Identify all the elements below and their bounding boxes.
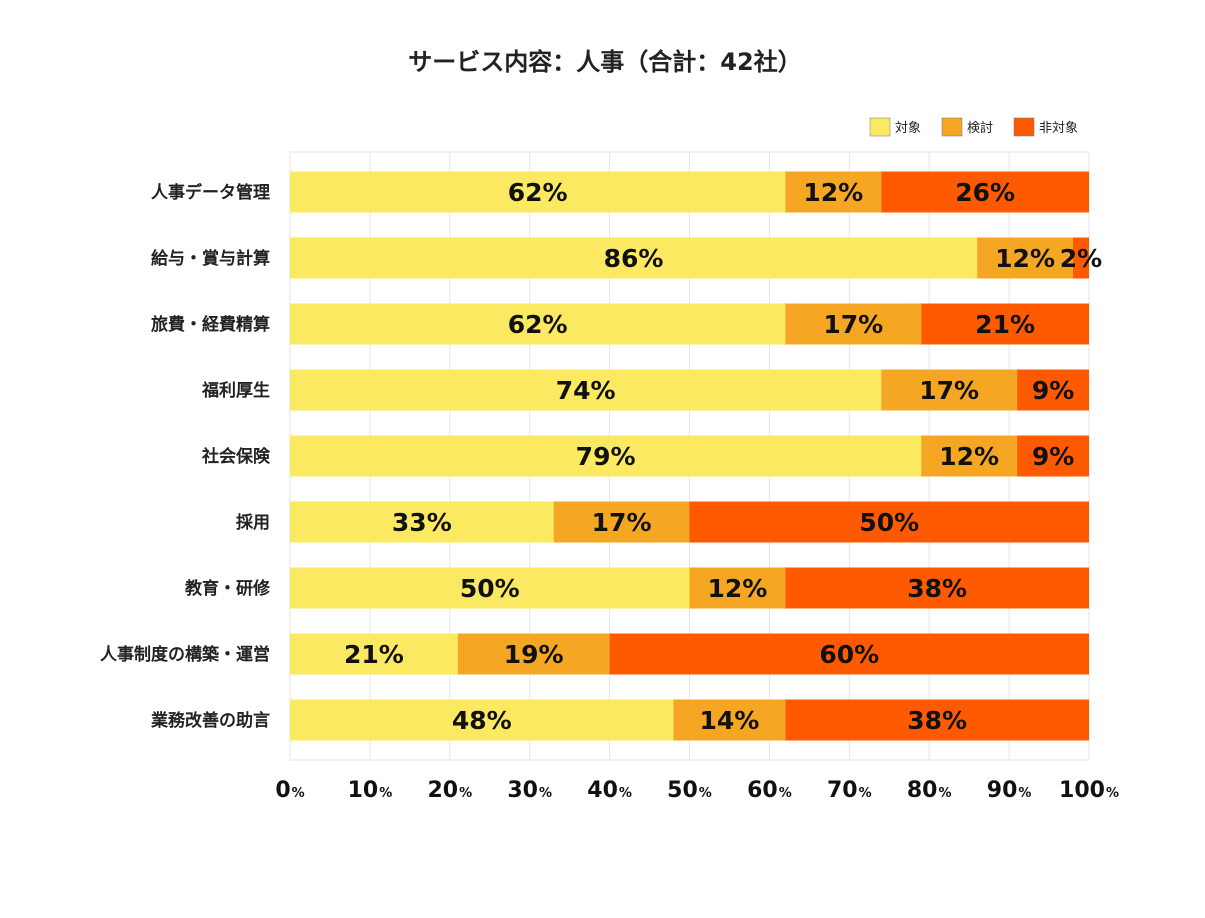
bar-segment-4-2 xyxy=(1017,435,1089,477)
chart-title: サービス内容：人事（合計：42社） xyxy=(408,48,801,76)
x-tick-label-90: 90% xyxy=(987,778,1032,803)
category-label-8: 業務改善の助言 xyxy=(151,710,270,731)
bar-segment-0-1 xyxy=(785,171,882,213)
legend-item-0: 対象 xyxy=(869,117,921,137)
legend-item-2: 非対象 xyxy=(1013,117,1078,137)
bar-row-8: 48% 14% 38% xyxy=(290,699,1089,741)
x-tick-label-100: 100% xyxy=(1059,778,1119,803)
legend-item-1: 検討 xyxy=(941,117,993,137)
bar-value-label-0-0: 62% xyxy=(508,178,568,207)
bar-segment-0-0 xyxy=(290,171,786,213)
bar-segment-6-1 xyxy=(689,567,786,609)
legend-label-0: 対象 xyxy=(895,121,921,136)
x-tick-label-50: 50% xyxy=(667,778,712,803)
bar-value-label-1-2: 2% xyxy=(1060,244,1102,273)
bars: 62% 12% 26%86% 12% 2%62% 17% 21%74% 17% 9%79% 12%… xyxy=(290,171,1102,741)
x-axis-ticks: 0% 10% 20% 30% 40% 50% 60% 70% 80% 90% 100% xyxy=(275,778,1119,803)
bar-row-4: 79% 12% 9% xyxy=(290,435,1089,477)
bar-row-7: 21% 19% 60% xyxy=(290,633,1089,675)
bar-segment-2-2 xyxy=(921,303,1089,345)
legend-swatch-0 xyxy=(869,117,891,137)
x-tick-label-80: 80% xyxy=(907,778,952,803)
bar-segment-5-1 xyxy=(553,501,690,543)
bar-segment-1-2 xyxy=(1073,237,1089,279)
x-tick-label-20: 20% xyxy=(427,778,472,803)
category-label-4: 社会保険 xyxy=(201,446,271,467)
category-label-0: 人事データ管理 xyxy=(151,182,270,203)
bar-value-label-6-0: 50% xyxy=(460,574,520,603)
bar-value-label-4-0: 79% xyxy=(576,442,636,471)
bar-segment-8-1 xyxy=(673,699,786,741)
bar-segment-3-1 xyxy=(881,369,1018,411)
x-tick-label-40: 40% xyxy=(587,778,632,803)
bar-value-label-5-2: 50% xyxy=(859,508,919,537)
bar-value-label-2-2: 21% xyxy=(975,310,1035,339)
bar-segment-7-2 xyxy=(609,633,1089,675)
bar-value-label-6-2: 38% xyxy=(907,574,967,603)
bar-segment-3-0 xyxy=(290,369,882,411)
x-tick-label-10: 10% xyxy=(348,778,393,803)
bar-segment-2-1 xyxy=(785,303,922,345)
bar-value-label-0-2: 26% xyxy=(955,178,1015,207)
category-label-7: 人事制度の構築・運営 xyxy=(100,644,270,665)
bar-value-label-3-0: 74% xyxy=(556,376,616,405)
bar-value-label-7-1: 19% xyxy=(504,640,564,669)
category-label-5: 採用 xyxy=(236,512,270,533)
bar-value-label-8-1: 14% xyxy=(700,706,760,735)
bar-row-3: 74% 17% 9% xyxy=(290,369,1089,411)
bar-segment-7-1 xyxy=(457,633,610,675)
bar-segment-2-0 xyxy=(290,303,786,345)
bar-segment-4-1 xyxy=(921,435,1018,477)
bar-segment-8-0 xyxy=(290,699,674,741)
legend-swatch-2 xyxy=(1013,117,1035,137)
bar-value-label-7-2: 60% xyxy=(819,640,879,669)
bar-segment-6-0 xyxy=(290,567,690,609)
x-tick-label-60: 60% xyxy=(747,778,792,803)
bar-value-label-3-2: 9% xyxy=(1032,376,1074,405)
bar-segment-0-2 xyxy=(881,171,1089,213)
bar-row-0: 62% 12% 26% xyxy=(290,171,1089,213)
category-labels: 人事データ管理給与・賞与計算旅費・経費精算福利厚生社会保険採用教育・研修人事制度… xyxy=(100,182,271,731)
bar-segment-1-1 xyxy=(977,237,1074,279)
bar-value-label-1-0: 86% xyxy=(604,244,664,273)
bar-value-label-0-1: 12% xyxy=(803,178,863,207)
bar-value-label-1-1: 12% xyxy=(995,244,1055,273)
bar-value-label-5-1: 17% xyxy=(592,508,652,537)
legend: 対象 検討 非対象 xyxy=(869,117,1078,137)
bar-segment-5-0 xyxy=(290,501,554,543)
bar-value-label-2-0: 62% xyxy=(508,310,568,339)
x-tick-label-0: 0% xyxy=(275,778,304,803)
bar-segment-8-2 xyxy=(785,699,1089,741)
bar-segment-3-2 xyxy=(1017,369,1089,411)
bar-segment-5-2 xyxy=(689,501,1089,543)
bar-segment-7-0 xyxy=(290,633,458,675)
bar-row-6: 50% 12% 38% xyxy=(290,567,1089,609)
bar-value-label-4-2: 9% xyxy=(1032,442,1074,471)
legend-label-2: 非対象 xyxy=(1039,121,1078,136)
bar-segment-6-2 xyxy=(785,567,1089,609)
bar-row-1: 86% 12% 2% xyxy=(290,237,1102,279)
bar-value-label-8-0: 48% xyxy=(452,706,512,735)
bar-value-label-5-0: 33% xyxy=(392,508,452,537)
category-label-1: 給与・賞与計算 xyxy=(151,248,270,269)
category-label-2: 旅費・経費精算 xyxy=(151,314,270,335)
legend-swatch-1 xyxy=(941,117,963,137)
bar-value-label-3-1: 17% xyxy=(919,376,979,405)
legend-label-1: 検討 xyxy=(967,120,993,136)
bar-row-2: 62% 17% 21% xyxy=(290,303,1089,345)
bar-value-label-6-1: 12% xyxy=(708,574,768,603)
x-tick-label-30: 30% xyxy=(507,778,552,803)
bar-value-label-4-1: 12% xyxy=(939,442,999,471)
bar-value-label-2-1: 17% xyxy=(823,310,883,339)
bar-row-5: 33% 17% 50% xyxy=(290,501,1089,543)
category-label-6: 教育・研修 xyxy=(184,578,271,599)
bar-value-label-8-2: 38% xyxy=(907,706,967,735)
x-tick-label-70: 70% xyxy=(827,778,872,803)
bar-segment-4-0 xyxy=(290,435,922,477)
bar-value-label-7-0: 21% xyxy=(344,640,404,669)
bar-segment-1-0 xyxy=(290,237,978,279)
category-label-3: 福利厚生 xyxy=(201,380,270,401)
